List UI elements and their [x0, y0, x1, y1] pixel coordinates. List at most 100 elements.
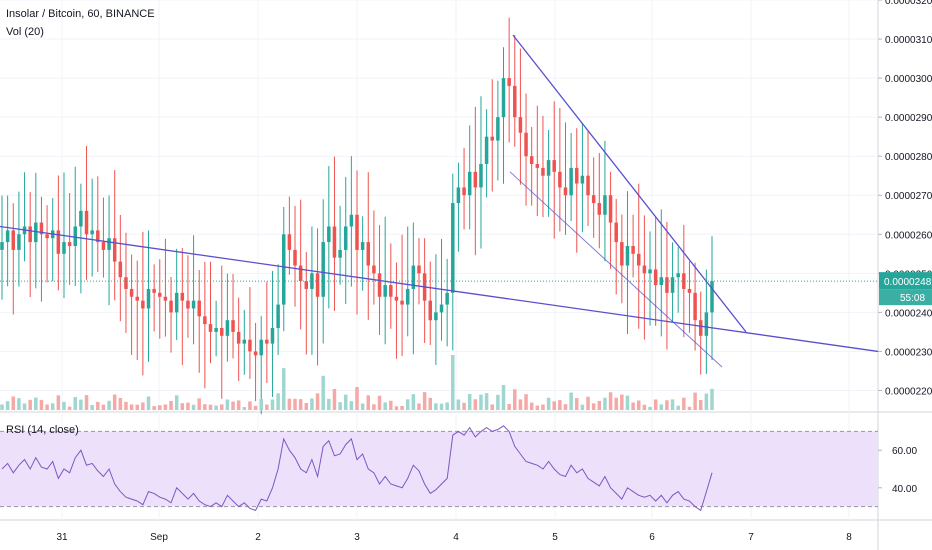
candle-body	[659, 277, 664, 286]
rsi-line	[1, 425, 713, 512]
volume-bar	[360, 403, 365, 410]
candle-body	[96, 230, 100, 243]
volume-bar	[597, 400, 602, 410]
volume-bar	[648, 406, 652, 410]
candle-body	[541, 167, 545, 176]
candle-body	[710, 281, 714, 313]
volume-bar	[225, 399, 230, 410]
volume-bar	[276, 393, 280, 410]
volume-bar	[710, 388, 714, 410]
candle-body	[327, 226, 331, 243]
volume-bar	[62, 401, 66, 410]
candle-body	[34, 222, 38, 243]
volume-bar	[39, 399, 44, 410]
volume-bar	[327, 398, 331, 410]
volume-bar	[203, 404, 207, 410]
volume-bar	[490, 404, 494, 410]
candle-body	[625, 246, 630, 266]
candle-body	[135, 296, 139, 301]
volume-bar	[310, 398, 314, 410]
volume-bar	[124, 401, 128, 410]
volume-bar	[152, 406, 156, 410]
volume-bar	[304, 403, 309, 410]
volume-bar	[558, 400, 562, 410]
volume-bar	[676, 405, 680, 410]
volume-bar	[507, 404, 511, 410]
volume-bar	[704, 393, 709, 410]
volume-bar	[434, 403, 438, 410]
candle-body	[141, 300, 145, 309]
candle-body	[242, 339, 247, 344]
volume-bar	[479, 394, 483, 410]
candle-body	[394, 296, 399, 301]
volume-bar	[208, 404, 213, 410]
volume-bar	[586, 396, 590, 410]
candle-body	[349, 214, 354, 227]
volume-bar	[636, 400, 641, 410]
volume-bar	[338, 402, 342, 410]
volume-bar	[405, 399, 410, 410]
volume-bar	[659, 404, 664, 410]
candle-body	[704, 312, 709, 336]
volume-bar	[146, 396, 151, 410]
volume-bar	[417, 403, 421, 410]
candle-body	[417, 265, 421, 274]
candle-body	[535, 164, 540, 168]
candle-body	[467, 171, 472, 196]
volume-bar	[372, 404, 376, 410]
volume-bar	[186, 402, 190, 410]
candle-body	[462, 187, 466, 196]
volume-bar	[191, 404, 196, 410]
candle-body	[174, 292, 179, 313]
candle-body	[45, 234, 49, 239]
candle-body	[608, 195, 613, 223]
y-tick-label: 0.0000290	[885, 113, 932, 124]
candle-body	[575, 167, 579, 184]
candle-body	[642, 265, 647, 274]
volume-bar	[529, 402, 534, 410]
candle-body	[265, 339, 269, 344]
volume-bar	[400, 405, 404, 410]
candle-body	[360, 242, 365, 250]
volume-bar	[298, 399, 303, 410]
volume-bar	[135, 404, 139, 410]
volume-bar	[546, 397, 551, 410]
candle-body	[186, 300, 190, 309]
volume-bar	[484, 393, 489, 410]
volume-bar	[0, 404, 4, 410]
volume-bar	[90, 405, 94, 410]
x-tick-label: 8	[846, 532, 852, 543]
candle-body	[563, 187, 568, 196]
x-tick-label: Sep	[150, 532, 168, 543]
candle-body	[473, 171, 478, 188]
candle-body	[270, 328, 275, 344]
volume-bar	[670, 399, 675, 410]
volume-bar	[693, 392, 697, 410]
candle-body	[129, 288, 134, 297]
volume-bar	[501, 385, 506, 410]
volume-bar	[642, 404, 647, 410]
candle-body	[11, 230, 16, 250]
volume-bar	[445, 402, 449, 410]
y-tick-label: 0.0000320	[885, 0, 932, 7]
volume-bar	[158, 405, 162, 410]
volume-bar	[112, 394, 117, 410]
volume-bar	[394, 406, 399, 410]
candle-body	[321, 242, 325, 297]
candle-body	[546, 160, 551, 176]
candle-body	[225, 320, 230, 336]
y-tick-label: 0.0000240	[885, 308, 932, 319]
volume-bar	[513, 389, 517, 410]
volume-bar	[174, 395, 179, 410]
volume-bar	[439, 403, 444, 410]
volume-bar	[541, 404, 545, 410]
volume-bar	[591, 403, 596, 410]
y-tick-label: 0.0000230	[885, 347, 932, 358]
candle-body	[281, 234, 286, 305]
candle-body	[507, 78, 511, 86]
volume-bar	[665, 400, 669, 410]
candle-body	[73, 226, 78, 246]
candle-body	[208, 324, 213, 332]
